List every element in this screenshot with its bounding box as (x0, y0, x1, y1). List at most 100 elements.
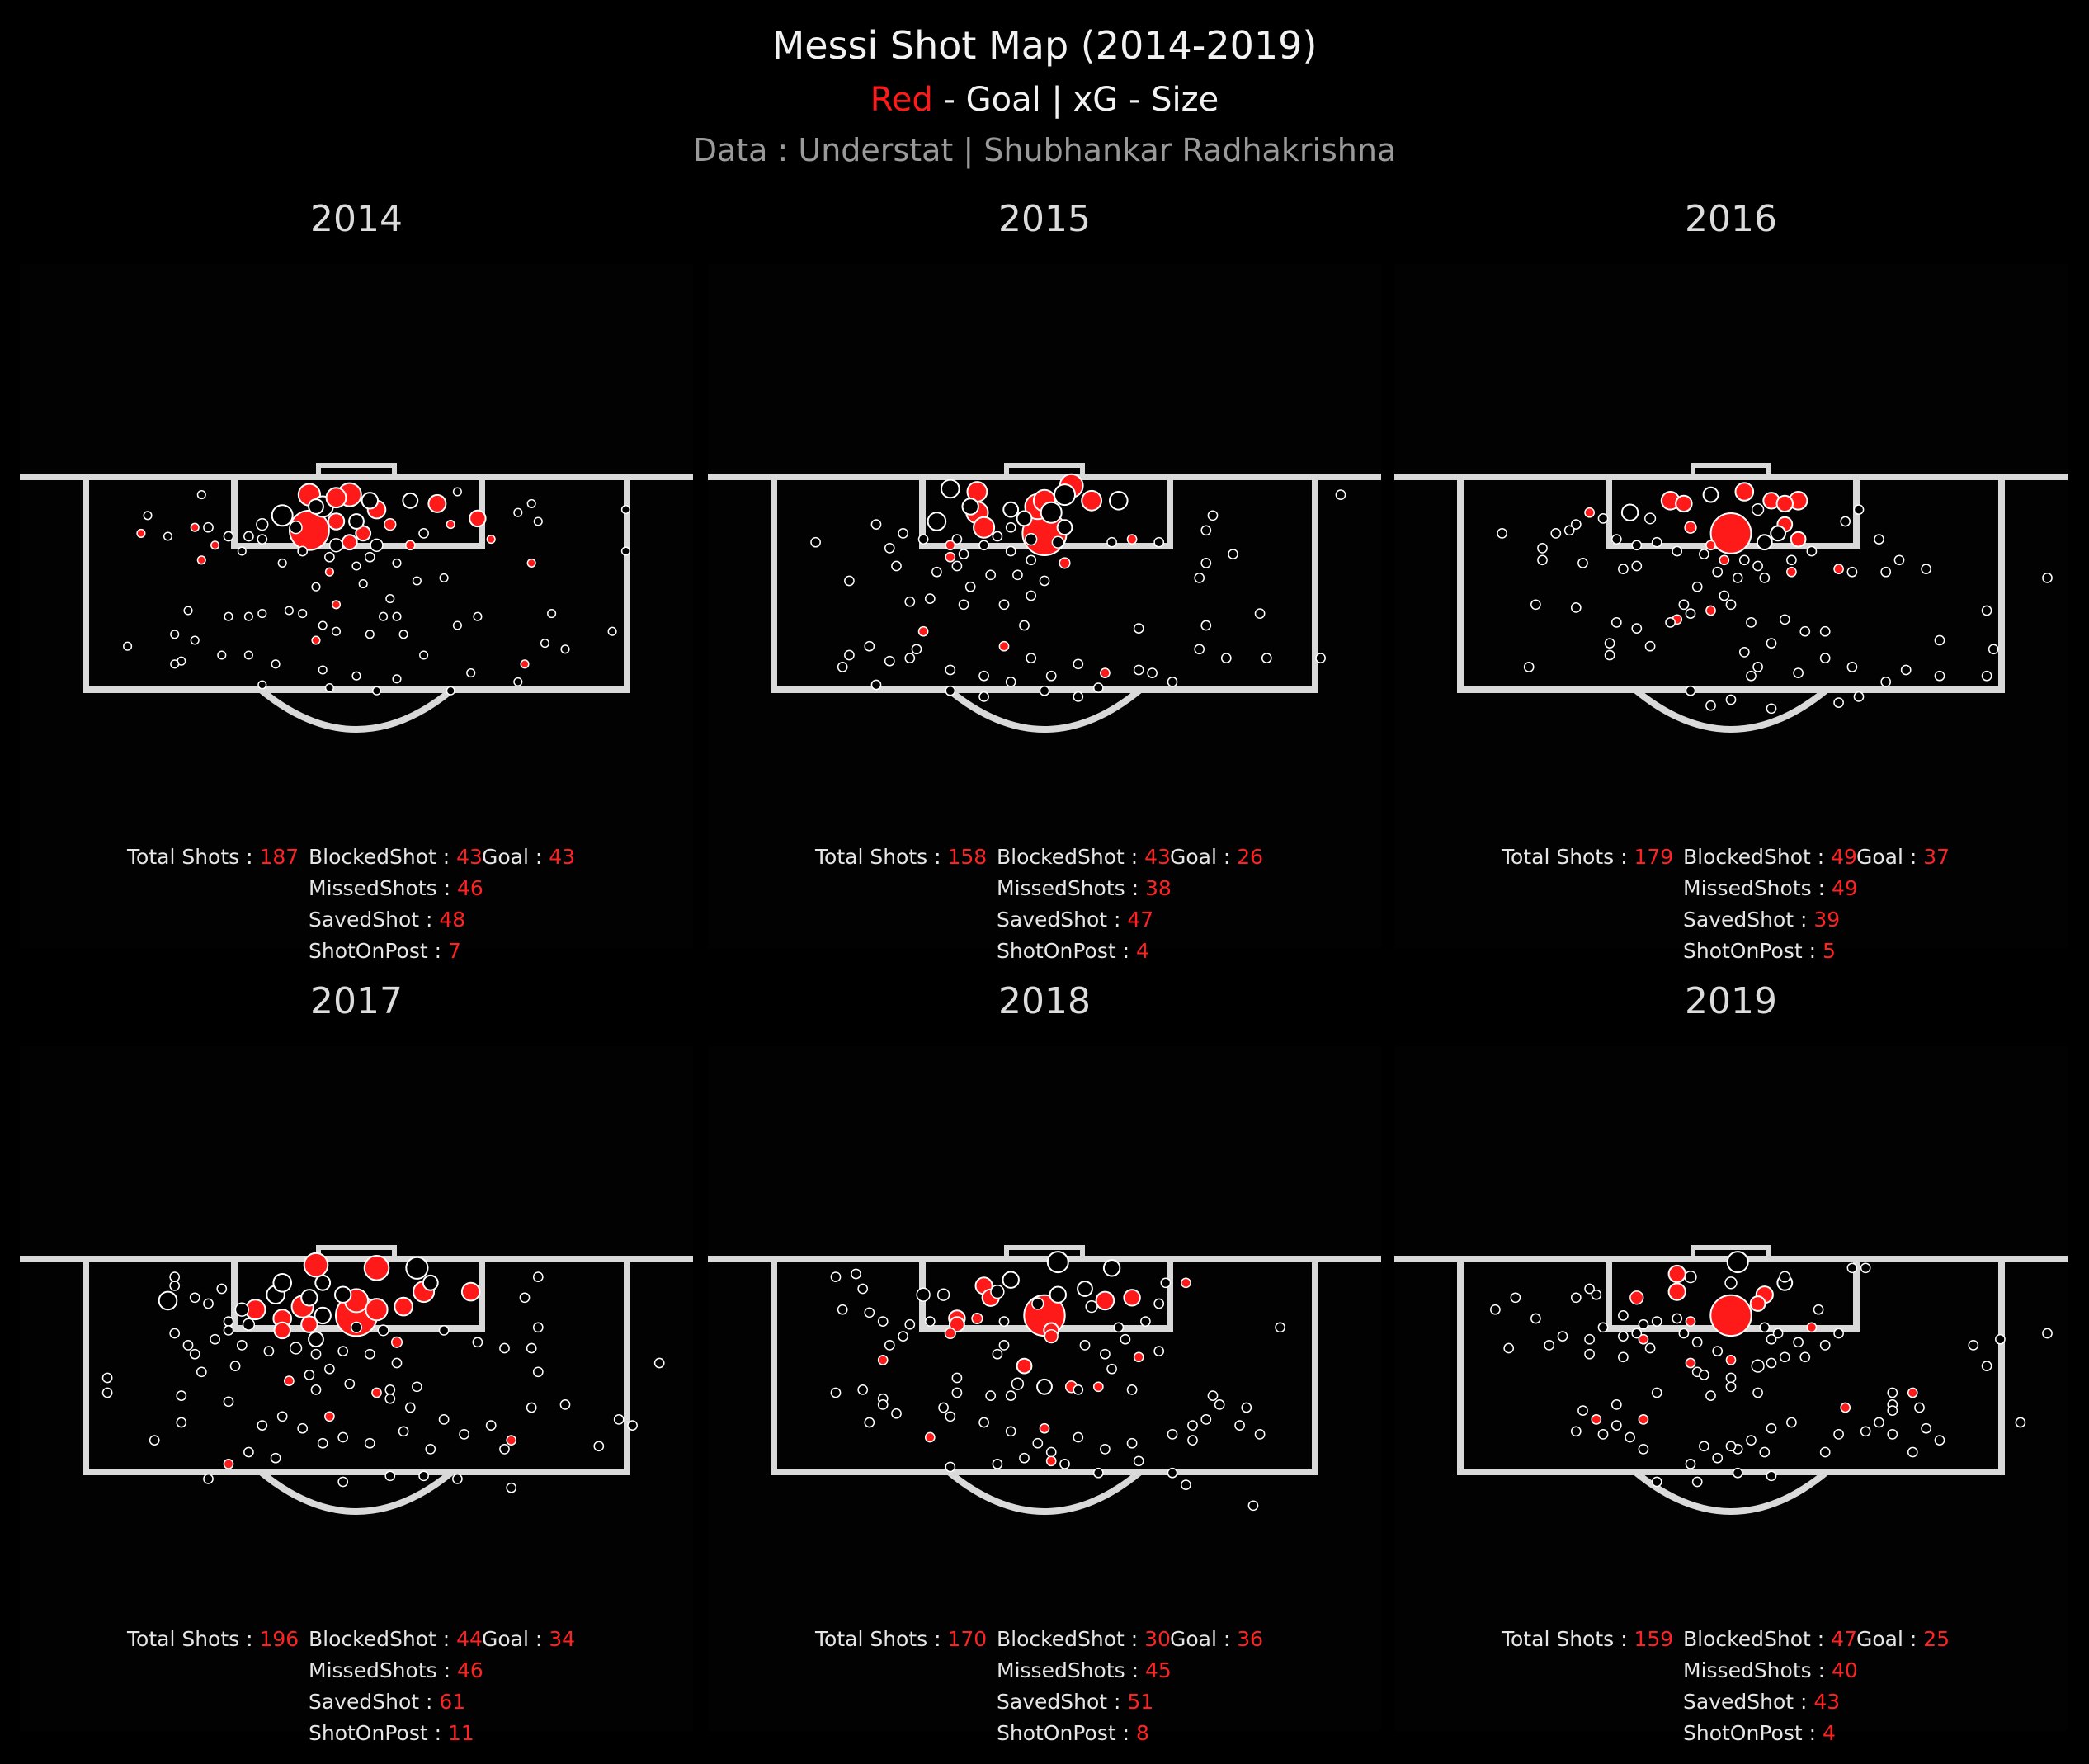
goal-shot-marker (486, 535, 496, 545)
shot-marker (1726, 1251, 1749, 1274)
shot-marker (830, 1271, 842, 1282)
shot-marker (1934, 670, 1945, 682)
shot-marker (1880, 677, 1892, 687)
shot-marker (1570, 1292, 1582, 1304)
shot-marker (1705, 700, 1716, 711)
shot-marker (1651, 1476, 1662, 1488)
missed-shots: MissedShots : 40 (1683, 1655, 1858, 1686)
shot-marker (1005, 1390, 1016, 1401)
shot-marker (1011, 1377, 1025, 1390)
shot-marker (1934, 1435, 1945, 1446)
goal-shot-marker (1629, 1290, 1644, 1305)
shot-marker (324, 683, 334, 693)
goal-shot-marker (1181, 1277, 1191, 1289)
total-shots-label: Total Shots : (1502, 1627, 1634, 1651)
shot-marker (1200, 1414, 1212, 1425)
shot-marker (1005, 1426, 1016, 1437)
shot-marker (149, 1435, 160, 1446)
total-shots-value: 196 (259, 1627, 299, 1651)
goal-shot-marker (223, 1459, 234, 1469)
shot-marker (425, 1444, 436, 1455)
shot-marker (1746, 617, 1757, 628)
shot-marker (951, 1387, 963, 1398)
shot-marker (1846, 662, 1858, 672)
shot-marker (284, 606, 294, 616)
shot-marker (1085, 1299, 1098, 1314)
shot-marker (365, 630, 375, 639)
shot-marker (1120, 1333, 1131, 1345)
shot-marker (864, 1307, 875, 1318)
shot-marker (864, 1417, 875, 1428)
shot-marker (217, 650, 227, 660)
goal-shot-marker (1667, 1264, 1686, 1284)
shot-marker (559, 1399, 571, 1410)
shot-marker (277, 558, 287, 568)
pitch-area: Total Shots : 170 BlockedShot : 30 Goal : … (708, 1046, 1381, 1745)
goal-shot-marker (1719, 554, 1730, 566)
goal-shot-marker (1133, 1351, 1144, 1363)
shot-marker (1665, 617, 1676, 628)
blocked-shots: BlockedShot : 43 (309, 842, 483, 873)
shot-marker (1618, 1351, 1629, 1363)
shot-marker (438, 1414, 450, 1425)
shot-marker (351, 561, 361, 571)
blocked-shots: BlockedShot : 43 (997, 842, 1171, 873)
shots-on-post-value: 8 (1135, 1721, 1149, 1745)
shot-marker (951, 534, 963, 545)
shot-marker (1631, 540, 1643, 551)
total-shots-label: Total Shots : (1502, 845, 1634, 869)
shot-marker (1254, 608, 1266, 619)
goal-shot-marker (324, 567, 334, 577)
shot-marker (1005, 545, 1016, 557)
shot-marker (1874, 1417, 1884, 1428)
blocked-shots-value: 47 (1831, 1627, 1857, 1651)
shot-marker (1766, 703, 1777, 715)
shot-marker (978, 670, 989, 682)
shot-marker (236, 1340, 248, 1351)
saved-shots-value: 47 (1127, 908, 1154, 932)
shot-marker (243, 611, 253, 621)
missed-shots-value: 49 (1831, 876, 1858, 900)
shot-marker (337, 1431, 349, 1443)
goal-shot-marker (1667, 1282, 1686, 1301)
shot-marker (1672, 545, 1683, 557)
shot-marker (1563, 525, 1575, 536)
shot-marker (1833, 1328, 1844, 1339)
goals: Goal : 26 (1170, 842, 1263, 873)
shot-marker (1725, 694, 1737, 705)
pitch-svg (1394, 463, 2068, 733)
pitch-svg (708, 463, 1381, 733)
shot-marker (392, 611, 402, 621)
goal-shot-marker (1584, 507, 1595, 518)
shot-marker (405, 1256, 429, 1280)
pitch-svg (1394, 1245, 2068, 1515)
pitch-lines (1394, 463, 2068, 733)
shot-marker (864, 640, 875, 652)
goals-value: 26 (1237, 845, 1264, 869)
shot-marker (1840, 516, 1851, 527)
goal-shot-marker (1100, 667, 1111, 678)
shot-marker (364, 1348, 375, 1360)
shot-marker (1153, 1346, 1165, 1356)
shots-on-post-value: 5 (1822, 939, 1836, 963)
goal-shot-marker (1016, 1357, 1033, 1375)
shot-marker (1167, 1467, 1178, 1479)
total-shots-label: Total Shots : (815, 1627, 948, 1651)
shot-marker (1638, 1318, 1649, 1330)
shot-marker (439, 573, 449, 582)
total-shots: Total Shots : 170 (815, 1624, 987, 1655)
shot-marker (1752, 560, 1763, 572)
shot-map-panel-2018: 2018 Total Shots : 170 BlockedShot : 30 Goa… (708, 980, 1381, 1764)
shot-marker (123, 641, 133, 651)
shot-marker (519, 1292, 531, 1304)
shot-marker (210, 1333, 220, 1345)
shot-marker (1618, 1310, 1629, 1321)
blocked-shots: BlockedShot : 30 (997, 1624, 1171, 1655)
shot-marker (1833, 1429, 1844, 1440)
shot-marker (526, 1402, 537, 1413)
shot-marker (1109, 491, 1129, 511)
penalty-arc (1632, 686, 1830, 733)
panel-title: 2017 (310, 980, 403, 1022)
penalty-arc (257, 686, 455, 733)
shot-marker (1699, 549, 1709, 559)
